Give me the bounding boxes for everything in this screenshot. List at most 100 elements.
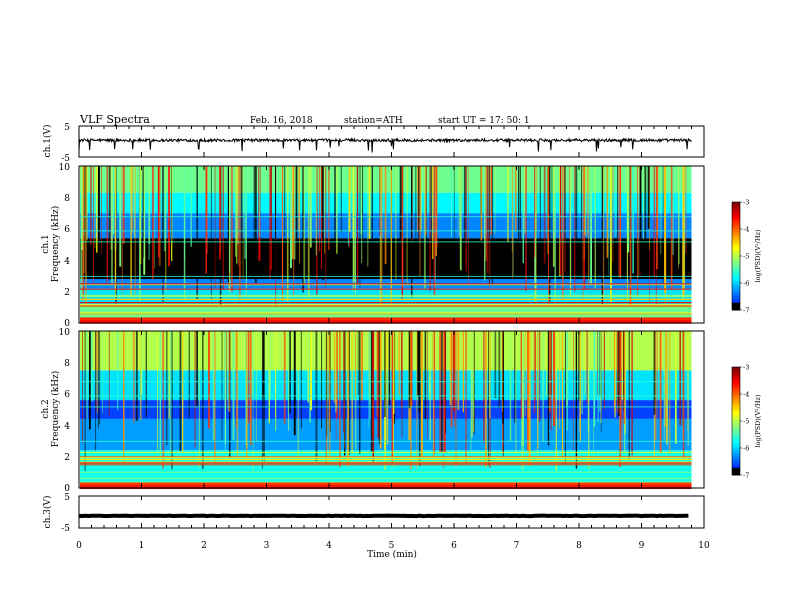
ch1-colorbar-swatch [732, 238, 740, 241]
ch2-colorbar-swatch [732, 403, 740, 406]
ch2-spectrogram-sferic [166, 331, 168, 446]
ch1-colorbar-tick-label: -5 [743, 253, 749, 261]
ch1-spectrogram-sferic [490, 166, 492, 235]
ch2-spectrogram-sferic [398, 331, 400, 396]
ch1-colorbar-swatch [732, 293, 740, 297]
ch2-spectrogram-sferic [524, 331, 526, 417]
ch1-spectrogram-sferic [430, 166, 433, 258]
ch2-spectrogram-sferic [224, 331, 226, 445]
ch2-spectrogram-tone-line [80, 481, 692, 483]
ch1-spectrogram-tone-line [80, 318, 692, 320]
ch1-colorbar-swatch [732, 270, 740, 273]
ch2-spectrogram-sferic [417, 331, 420, 396]
ch1-ytick-bottom: -5 [61, 154, 70, 164]
ch2-spectrogram-sferic [442, 331, 444, 469]
ch1-spectrogram-sferic [291, 166, 294, 260]
ch2-colorbar-swatch [732, 379, 740, 382]
x-tick-label: 6 [451, 541, 457, 551]
ch2-colorbar-swatch [732, 458, 740, 462]
ch1-colorbar-swatch [732, 283, 740, 286]
ch2-spectrogram-sferic [182, 331, 184, 452]
ch1-spectrogram-tone-line [80, 284, 692, 286]
ch1-spectrogram-sferic [564, 166, 566, 272]
ch1-spectrogram-sferic [379, 166, 381, 237]
ch2-spectrogram-sferic [494, 331, 497, 399]
ch1-colorbar-swatch [732, 266, 740, 270]
ch1-colorbar-swatch [732, 223, 740, 226]
ch1-spectrogram-tone-line [80, 241, 692, 243]
ch2-spectrogram-sferic [441, 331, 443, 452]
ch1-spectrogram-sferic [568, 166, 570, 237]
ch1-spec-ylabel-channel: ch.1 [41, 234, 51, 253]
ch1-spectrogram-sferic [543, 166, 546, 264]
ch1-spectrogram-sferic [163, 166, 166, 252]
ch3-ytick-top: 5 [64, 493, 70, 503]
ch2-spectrogram-sferic [424, 331, 427, 419]
ch1-spectrogram-sferic [82, 166, 84, 301]
ch1-spectrogram-sferic [315, 166, 317, 256]
ch2-spectrogram-sferic [368, 331, 370, 429]
ch1-spectrogram-sferic [626, 166, 628, 279]
ch1-spectrogram-sferic [123, 166, 125, 244]
ch1-colorbar-swatch [732, 302, 740, 306]
ch2-colorbar-swatch [732, 392, 740, 395]
ch1-spectrogram-sferic [637, 166, 639, 298]
ch2-spectrogram-sferic [621, 331, 623, 454]
ch2-spectrogram-sferic [547, 331, 550, 446]
ch1-spectrogram-sferic [340, 166, 342, 233]
ch1-spectrogram-sferic [235, 166, 237, 257]
ch2-spectrogram-tone-line [80, 462, 692, 464]
ch1-spec-ylabel-frequency: Frequency (kHz) [50, 206, 61, 283]
ch1-spectrogram-tone-line [80, 275, 692, 277]
ch1-spectrogram-sferic [368, 166, 371, 239]
ch2-colorbar-swatch [732, 419, 740, 422]
ch2-colorbar-swatch [732, 460, 740, 463]
ch2-colorbar-tick-label: -6 [743, 445, 749, 453]
ch2-spectrogram-sferic [546, 331, 548, 396]
ch2-spectrogram-sferic [123, 331, 124, 463]
ch2-spectrogram-tone-line [80, 381, 692, 383]
ch2-colorbar-swatch [732, 376, 740, 379]
ch2-colorbar-swatch [732, 464, 740, 467]
x-tick-label: 9 [639, 541, 645, 551]
ch1-colorbar-swatch [732, 229, 740, 232]
ch1-colorbar-swatch [732, 227, 740, 230]
ch1-spectrogram-sferic [293, 166, 296, 260]
ch1-colorbar-swatch [732, 252, 740, 255]
ch1-spectrogram-frame-top [78, 165, 705, 324]
ch2-spectrogram-sferic [455, 331, 457, 467]
ch2-spectrogram-sferic [600, 331, 602, 424]
ch2-spectrogram-tone-line [80, 461, 692, 463]
ch1-colorbar-swatch [732, 230, 740, 234]
ch1-colorbar-swatch [732, 220, 740, 223]
ch1-spectrogram-sferic [295, 166, 298, 251]
ch1-spectrogram-sferic [584, 166, 586, 236]
ch1-spectrogram-tone-line [80, 288, 692, 290]
ch1-spectrogram-sferic [420, 166, 422, 231]
ch1-spectrogram-sferic [534, 166, 536, 258]
ch1-spectrogram-sferic [131, 166, 134, 233]
ch2-spectrogram-sferic [255, 331, 257, 443]
ch2-spectrogram-sferic [453, 331, 455, 412]
ch2-spectrogram-sferic [470, 331, 472, 451]
ch1-spectrogram-sferic [415, 166, 417, 274]
ch1-spec-ytick-4: 4 [64, 257, 70, 267]
ch2-colorbar-swatch [732, 394, 740, 397]
ch2-colorbar-swatch [732, 439, 740, 442]
ch1-spectrogram-sferic [395, 166, 397, 280]
ch2-colorbar: -3 -4 -5 -6 -7 log(PSD)(V²/Hz) [731, 364, 762, 480]
ch1-colorbar-swatch [732, 218, 740, 221]
ch2-spectrogram-sferic [434, 331, 436, 455]
ch1-spectrogram-tone-line [80, 304, 692, 306]
ch2-spectrogram-sferic [520, 331, 522, 419]
ch2-spectrogram-sferic [376, 331, 378, 417]
ch2-colorbar-swatch [732, 408, 740, 411]
ch1-spectrogram-sferic [140, 166, 142, 264]
ch1-spectrogram-sferic [162, 166, 164, 255]
ch1-spectrogram-sferic [522, 166, 524, 264]
ch1-colorbar-swatch [732, 254, 740, 257]
ch2-spectrogram-sferic [264, 331, 265, 464]
ch1-spectrogram-sferic [515, 166, 517, 231]
ch2-colorbar-swatch [732, 421, 740, 424]
ch2-colorbar-swatch [732, 471, 740, 474]
